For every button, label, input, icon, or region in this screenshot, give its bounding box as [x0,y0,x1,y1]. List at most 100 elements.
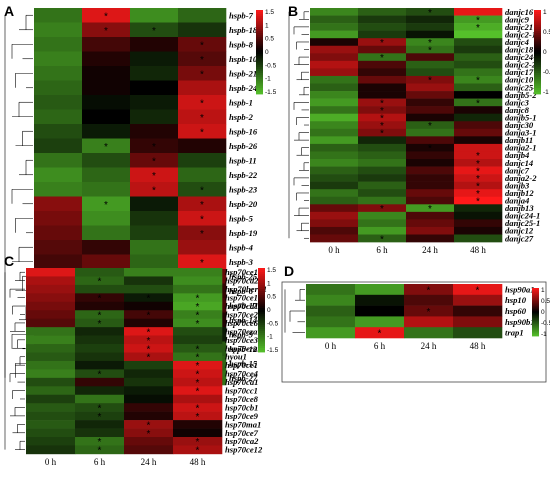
colorbar-segment [532,328,539,331]
colorbar-segment [534,22,541,26]
heatmap-cell [82,225,131,241]
heatmap-cell [130,167,179,183]
heatmap-cell [26,428,76,438]
colorbar-segment [256,18,263,21]
colorbar-segment [534,81,541,84]
heatmap-cell [26,310,76,319]
gene-label: danjc2-1 [505,29,536,39]
colorbar-segment [258,322,265,326]
heatmap-cell [454,45,503,54]
colorbar-tick: -1 [543,89,549,96]
column-label: 6 h [376,245,388,255]
heatmap-cell [75,445,125,455]
heatmap-cell [355,327,405,339]
panel-letter: A [4,3,14,19]
heatmap-cell [130,80,179,96]
colorbar-segment [534,52,541,55]
heatmap-cell [82,211,131,226]
significance-star: * [147,327,151,338]
gene-label: hspb-15 [229,358,258,368]
gene-label: danjc16 [505,7,534,17]
heatmap-cell [310,226,359,235]
gene-label: hspb-8 [229,39,254,49]
heatmap-cell [358,151,407,160]
heatmap-cell [406,211,455,220]
gene-label: danjc3 [505,97,530,107]
heatmap-cell [358,60,407,69]
colorbar-tick: 1 [267,280,271,287]
gene-label: danjc12 [505,226,534,236]
colorbar-tick: -1 [267,334,273,341]
significance-star: * [380,204,384,215]
significance-star: * [196,412,200,423]
significance-star: * [196,370,200,381]
heatmap-cell [26,386,76,396]
significance-star: * [200,40,204,51]
heatmap-cell [358,53,407,62]
gene-label: danjb3 [505,180,530,190]
colorbar-segment [534,39,541,42]
gene-label: hspb-19 [229,228,258,238]
heatmap-cell [130,51,179,67]
heatmap-cell [173,420,223,429]
colorbar-segment [532,314,539,316]
heatmap-cell [34,182,83,197]
gene-label: hspb-24 [229,83,258,93]
colorbar-segment [534,10,541,13]
colorbar-segment [258,274,265,277]
heatmap-cell [406,219,455,228]
heatmap-cell [178,66,227,81]
heatmap-cell [124,327,174,336]
colorbar-segment [258,333,265,336]
gene-label: hsp70ce1 [225,360,258,370]
heatmap-cell [454,121,503,130]
heatmap-cell [310,45,359,54]
heatmap-cell [406,143,455,152]
colorbar-segment [532,290,539,292]
gene-label: hsp70era2 [225,343,262,353]
colorbar-segment [532,301,539,303]
heatmap-cell [75,437,125,446]
heatmap-cell [358,204,407,213]
heatmap-cell [173,403,223,412]
colorbar-segment [256,20,263,23]
heatmap-cell [178,254,227,270]
heatmap-cell [454,226,503,235]
heatmap-cell [306,294,356,306]
significance-star: * [196,294,200,305]
column-label: 0 h [328,245,340,255]
heatmap-cell [178,153,227,168]
significance-star: * [196,387,200,398]
heatmap-cell [173,437,223,446]
gene-label: hspb-17 [229,300,258,310]
colorbar-segment [258,303,265,307]
gene-label: hsp70cd1 [225,301,258,311]
significance-star: * [147,420,151,431]
colorbar-segment [532,315,539,318]
significance-star: * [427,285,431,296]
heatmap-cell [454,211,503,220]
column-label: 48 h [470,245,486,255]
gene-label: hspb-27 [229,373,258,383]
heatmap-cell [26,327,76,336]
significance-star: * [476,181,480,192]
significance-star: * [476,98,480,109]
colorbar-segment [532,331,539,333]
colorbar-segment [532,291,539,294]
colorbar-segment [532,303,539,306]
heatmap-cell [173,335,223,345]
heatmap-cell [406,121,455,130]
heatmap-cell [82,138,131,154]
significance-star: * [428,76,432,87]
heatmap-cell [75,310,125,319]
gene-label: hsp70era1 [225,326,262,336]
heatmap-cell [406,166,455,175]
heatmap-cell [454,143,503,152]
significance-star: * [476,197,480,208]
heatmap-cell [406,196,455,205]
significance-star: * [98,310,102,321]
significance-star: * [147,310,151,321]
colorbar-segment [258,341,265,344]
colorbar-segment [534,14,541,17]
colorbar-segment [534,37,541,40]
